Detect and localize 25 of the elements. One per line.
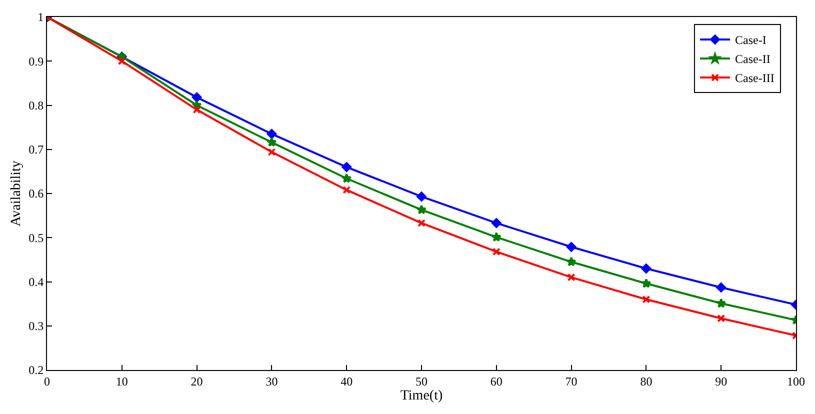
y-tick-label: 0.6 — [28, 186, 44, 201]
x-tick-label: 20 — [190, 374, 203, 388]
y-tick-label: 0.7 — [28, 142, 44, 157]
y-tick-label: 0.8 — [28, 98, 44, 112]
x-tick-label: 100 — [787, 374, 805, 388]
x-tick-label: 0 — [44, 374, 50, 388]
legend-label: Case-II — [735, 52, 770, 66]
y-tick-label: 1 — [38, 10, 44, 24]
x-tick-label: 80 — [640, 374, 652, 388]
x-axis-title: Time(t) — [400, 388, 443, 404]
y-tick-label: 0.3 — [28, 319, 44, 334]
legend-label: Case-III — [735, 71, 774, 86]
x-tick-label: 60 — [490, 374, 502, 388]
y-tick-label: 0.5 — [28, 230, 44, 245]
x-tick-label: 50 — [416, 374, 428, 388]
x-tick-label: 90 — [715, 374, 728, 388]
y-tick-label: 0.9 — [28, 54, 44, 68]
y-axis-title: Availability — [9, 160, 24, 226]
legend-label: Case-I — [735, 33, 766, 48]
y-tick-label: 0.4 — [28, 274, 44, 289]
x-tick-label: 10 — [116, 374, 128, 388]
x-tick-label: 70 — [565, 374, 578, 388]
x-tick-label: 30 — [266, 374, 278, 388]
y-tick-label: 0.2 — [28, 363, 44, 378]
x-tick-label: 40 — [340, 374, 353, 388]
